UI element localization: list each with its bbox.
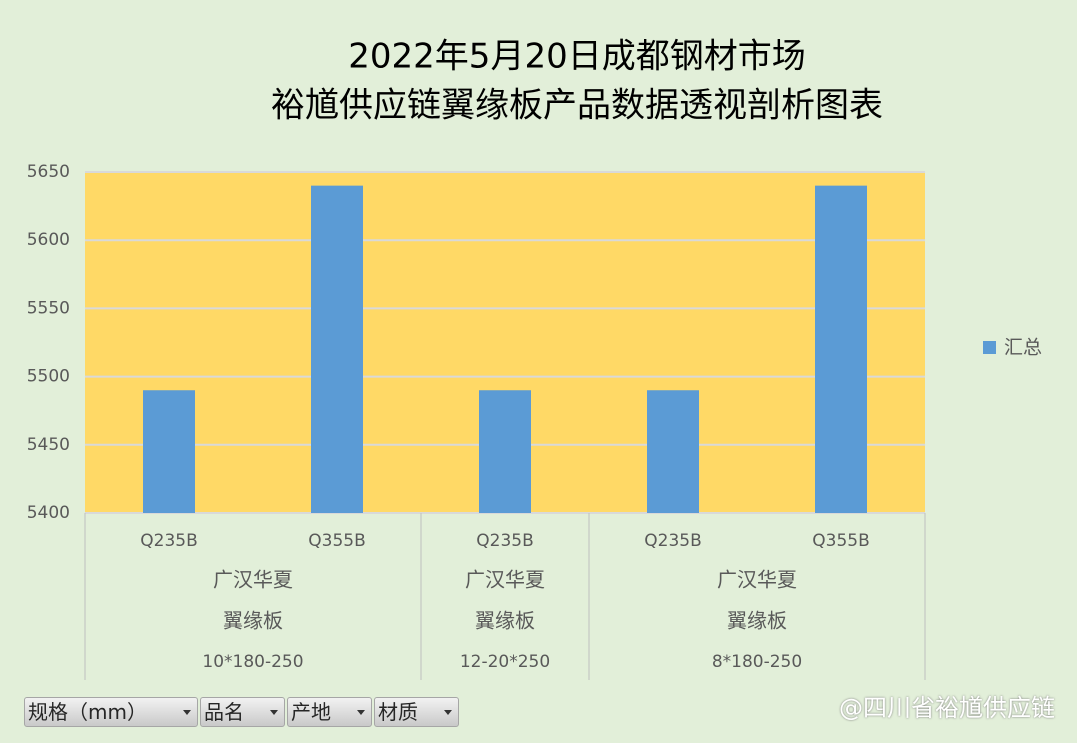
x-tick-label: Q235B xyxy=(476,531,534,551)
y-tick-label: 5650 xyxy=(27,162,70,182)
group-label: 12-20*250 xyxy=(460,652,550,672)
x-tick-label: Q235B xyxy=(644,531,702,551)
chart-title: 2022年5月20日成都钢材市场 xyxy=(348,37,805,77)
field-button[interactable]: 材质 xyxy=(374,697,459,727)
legend-label: 汇总 xyxy=(1004,337,1042,359)
y-tick-label: 5400 xyxy=(27,503,70,523)
group-label: 广汉华夏 xyxy=(465,568,545,592)
field-buttons: 规格（mm） 品名 产地 材质 xyxy=(24,697,459,727)
group-label: 翼缘板 xyxy=(223,609,283,633)
chart-title: 裕馗供应链翼缘板产品数据透视剖析图表 xyxy=(271,86,883,126)
field-button[interactable]: 规格（mm） xyxy=(24,697,198,727)
legend-swatch xyxy=(983,341,996,354)
group-label: 10*180-250 xyxy=(202,652,303,672)
watermark: @四川省裕馗供应链 xyxy=(839,694,1055,722)
y-tick-label: 5450 xyxy=(27,435,70,455)
field-button[interactable]: 品名 xyxy=(200,697,285,727)
x-tick-label: Q235B xyxy=(140,531,198,551)
bar xyxy=(479,390,531,513)
group-label: 8*180-250 xyxy=(712,652,802,672)
x-tick-label: Q355B xyxy=(308,531,366,551)
group-label: 广汉华夏 xyxy=(213,568,293,592)
y-tick-label: 5600 xyxy=(27,230,70,250)
bar xyxy=(815,185,867,513)
group-label: 翼缘板 xyxy=(727,609,787,633)
bar xyxy=(647,390,699,513)
x-tick-label: Q355B xyxy=(812,531,870,551)
bar xyxy=(311,185,363,513)
group-label: 翼缘板 xyxy=(475,609,535,633)
field-button[interactable]: 产地 xyxy=(287,697,372,727)
y-tick-label: 5550 xyxy=(27,298,70,318)
group-label: 广汉华夏 xyxy=(717,568,797,592)
bar xyxy=(143,390,195,513)
y-tick-label: 5500 xyxy=(27,367,70,387)
